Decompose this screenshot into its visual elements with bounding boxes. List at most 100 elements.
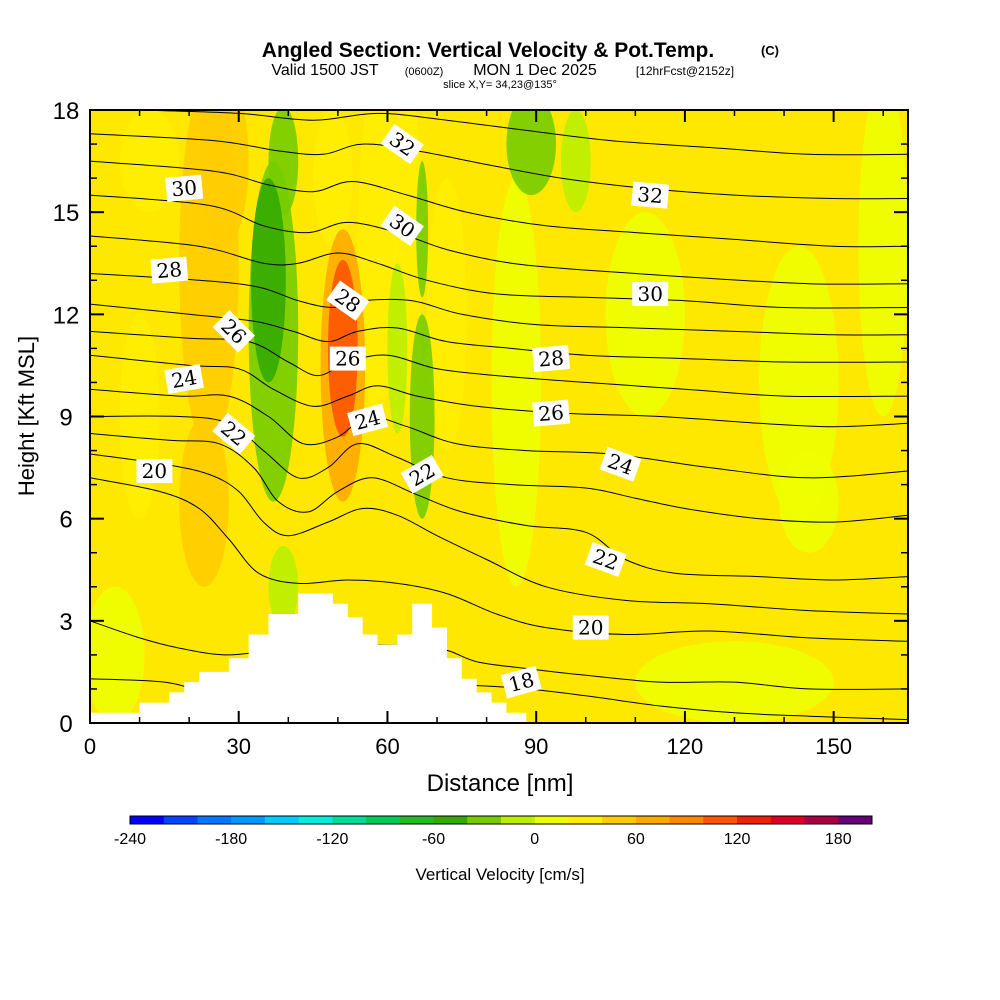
contour-label: 20 [136,459,173,483]
contour-label-bg [150,256,189,284]
contour-label: 26 [329,346,366,371]
contour-label-text: 24 [170,365,199,393]
colorbar-swatch [130,816,165,824]
contour-label-text: 32 [636,182,663,208]
x-tick-label: 30 [226,734,250,759]
contour-label: 28 [532,345,571,373]
contour-label-text: 20 [142,459,167,483]
colorbar-swatch [568,816,603,824]
colorbar-swatch [669,816,704,824]
velocity-blob [387,263,408,434]
title-units: (C) [761,43,779,58]
y-tick-label: 15 [53,200,80,227]
x-tick-label: 150 [815,734,852,759]
theta-contour-27 [90,303,908,363]
subtitle-forecast: [12hrFcst@2152z] [636,64,734,78]
colorbar-swatch [467,816,502,824]
contour-label-text: 26 [335,347,360,371]
x-axis-label: Distance [nm] [427,770,574,797]
colorbar-swatch [197,816,232,824]
colorbar-swatch [804,816,839,824]
contour-label-text: 30 [170,175,197,201]
theta-contour-20 [90,477,908,642]
velocity-blob [313,110,353,247]
colorbar-swatch [635,816,671,824]
colorbar-label: Vertical Velocity [cm/s] [415,865,584,884]
velocity-blob [506,110,557,196]
theta-contour-33 [139,110,908,156]
y-tick-label: 9 [59,405,72,432]
theta-contour-31 [90,160,908,248]
contour-label-bg [329,346,366,371]
contour-label-bg [400,455,444,494]
contour-label-bg [532,345,571,373]
colorbar-swatch [770,816,806,824]
theta-contour-28 [90,273,908,336]
contour-label: 32 [631,181,670,209]
colorbar-frame [129,815,873,825]
contour-label: 20 [572,615,609,640]
colorbar-swatch [332,816,367,824]
contour-label: 26 [212,310,256,353]
colorbar: -240 -180 -120 -60 0 60 120 180 [114,815,873,848]
contour-label-text: 30 [637,282,662,306]
theta-contour-24 [90,388,908,479]
velocity-blob [179,416,229,587]
slice-note: slice X,Y= 34,23@135° [443,79,557,91]
colorbar-swatch [433,816,468,824]
velocity-blob [779,450,839,553]
theta-contour-32 [90,133,908,200]
contour-label-bg [599,446,642,482]
colorbar-swatch [366,816,401,824]
theta-contour-30 [90,194,908,285]
colorbar-swatch [838,816,873,824]
colorbar-tick-label: -240 [114,831,146,848]
contour-label-bg [632,281,669,306]
contour-label-bg [347,403,389,437]
contour-label-text: 26 [537,400,564,426]
velocity-blob [268,545,299,628]
contour-label-bg [500,665,542,699]
colorbar-swatch [703,816,738,824]
colorbar-swatch [602,816,637,824]
velocity-blob [251,178,286,383]
velocity-blob [759,246,839,519]
colorbar-tick-label: 0 [530,831,539,848]
theta-contour-19 [90,620,908,690]
contour-label-bg [136,459,173,483]
contour-label-bg [572,615,609,640]
colorbar-tick-label: 60 [627,831,645,848]
subtitle-date: MON 1 Dec 2025 [473,62,597,79]
contour-label-bg [212,412,256,455]
colorbar-tick-label: 180 [825,831,852,848]
colorbar-swatch [298,816,333,824]
contour-label: 26 [532,399,571,427]
terrain [90,593,908,723]
y-tick-label: 6 [59,507,72,534]
colorbar-swatch [534,816,569,824]
chart-title: Angled Section: Vertical Velocity & Pot.… [262,39,714,62]
theta-contour-29 [90,235,908,309]
colorbar-tick-label: -120 [316,831,348,848]
colorbar-swatch [737,816,772,824]
velocity-blob [416,161,429,298]
contour-label-bg [164,364,205,394]
contour-label: 28 [150,256,189,284]
contour-label-text: 28 [537,346,564,372]
contour-label-text: 28 [156,257,183,283]
contour-label-bg [532,399,571,427]
y-tick-label: 0 [59,711,72,738]
subtitle-zulu: (0600Z) [405,66,444,78]
terrain-profile [90,593,908,723]
x-tick-label: 90 [524,734,548,759]
velocity-blob [199,110,249,247]
colorbar-tick-label: -60 [422,831,445,848]
colorbar-swatch [399,816,435,824]
contour-label: 24 [347,403,389,437]
colorbar-swatch [264,816,300,824]
contour-label-bg [380,205,424,246]
contour-label-bg [584,542,627,577]
theta-contour-25 [90,354,908,428]
colorbar-swatch [231,816,266,824]
colorbar-swatch [501,816,536,824]
